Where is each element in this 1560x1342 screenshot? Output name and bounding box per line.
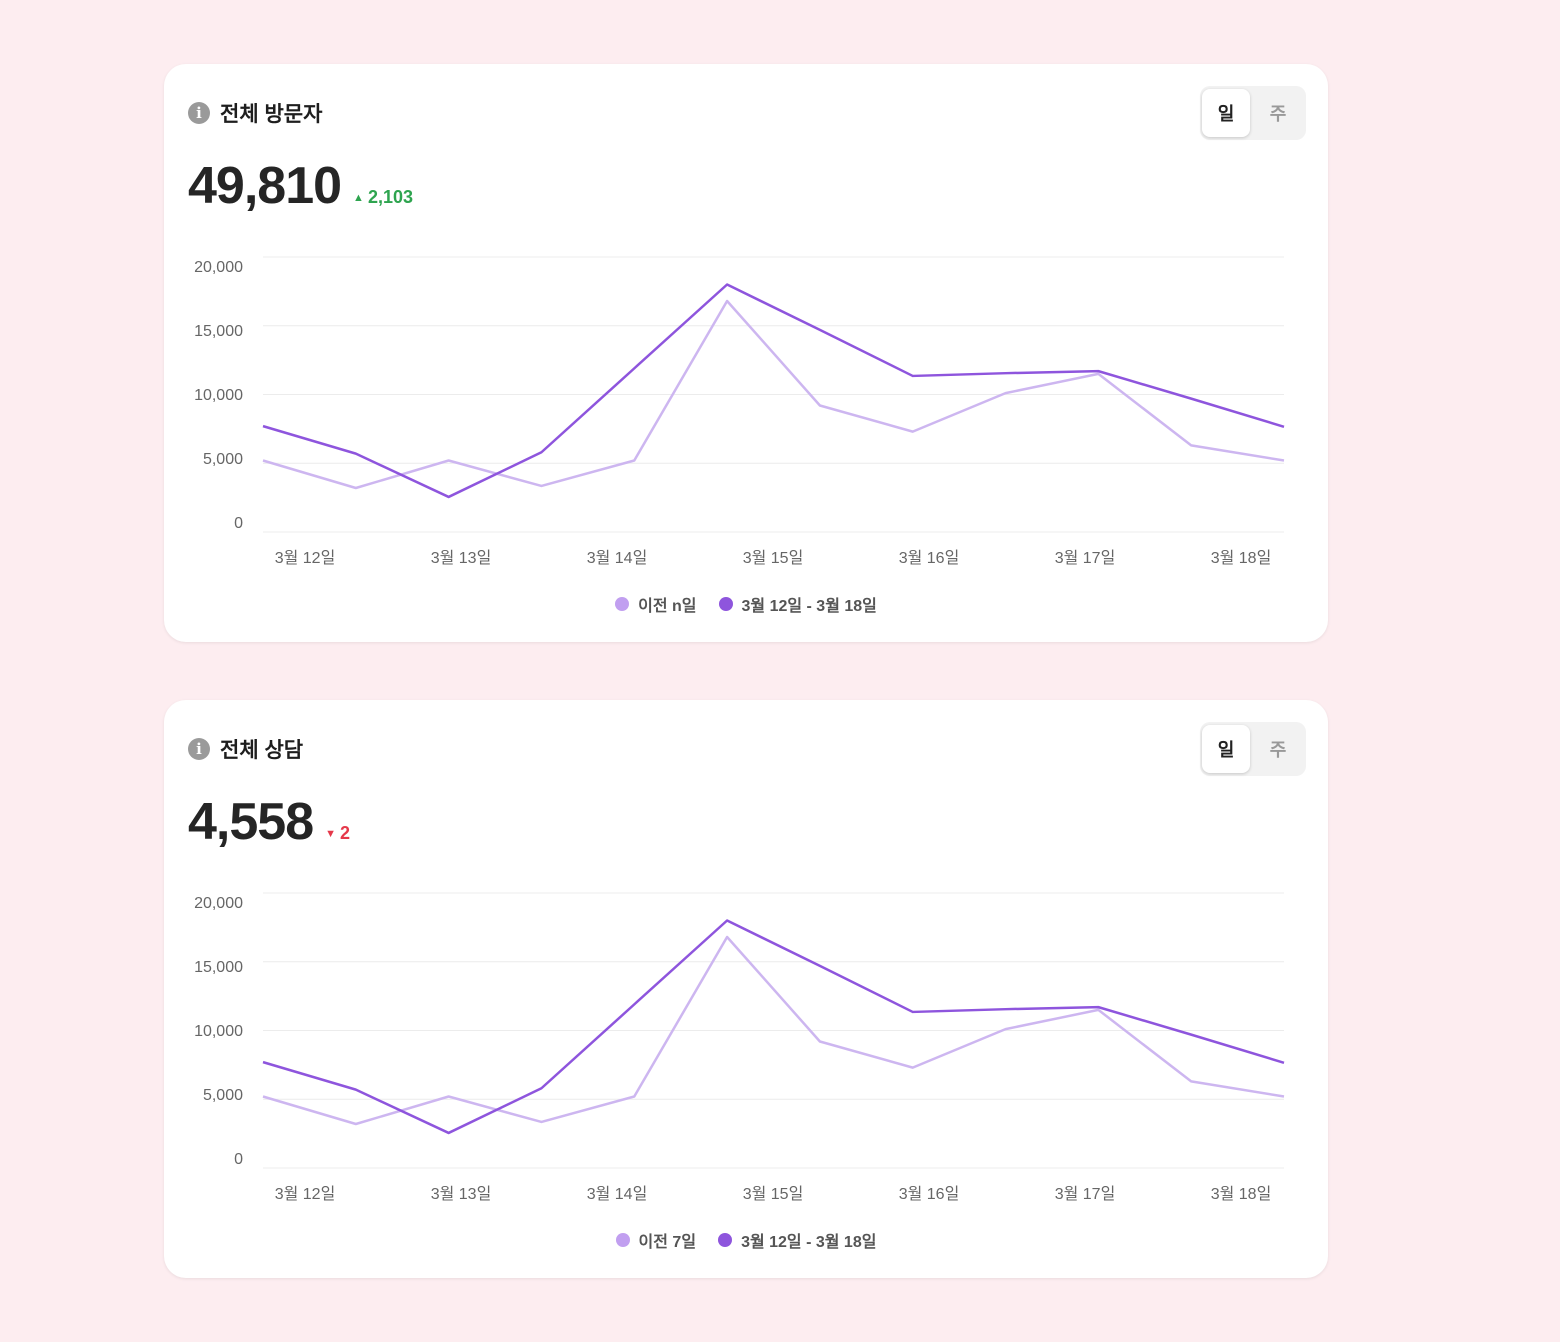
down-arrow-icon: ▼ xyxy=(325,828,337,840)
legend: 이전 7일 3월 12일 - 3월 18일 xyxy=(164,1228,1328,1252)
info-icon[interactable]: i xyxy=(188,102,210,124)
series-line-current xyxy=(262,283,1285,499)
delta-value: 2,103 xyxy=(367,187,413,207)
delta-value: 2 xyxy=(340,823,351,843)
legend-dot xyxy=(615,597,630,611)
x-tick-label: 3월 15일 xyxy=(743,1185,804,1203)
legend-previous[interactable]: 이전 7일 xyxy=(615,1228,697,1252)
legend-dot xyxy=(615,1233,630,1247)
y-tick-label: 10,000 xyxy=(194,1023,243,1040)
legend-label: 3월 12일 - 3월 18일 xyxy=(741,598,877,615)
delta-badge: ▲ 2,103 xyxy=(353,187,413,208)
x-tick-label: 3월 17일 xyxy=(1055,1185,1116,1203)
y-tick-label: 0 xyxy=(234,515,243,532)
x-tick-label: 3월 18일 xyxy=(1211,1185,1272,1203)
x-tick-label: 3월 12일 xyxy=(275,1185,336,1203)
legend-current[interactable]: 3월 12일 - 3월 18일 xyxy=(718,1228,876,1252)
toggle-day[interactable]: 일 xyxy=(1202,89,1250,137)
x-tick-label: 3월 17일 xyxy=(1055,549,1116,567)
line-chart: 20,000 15,000 10,000 5,000 0 3월 12일 3월 13일 3월 1… xyxy=(194,892,1285,1203)
consultations-card: i 전체 상담 일 주 4,558 ▼ 2 20,000 15,000 10,000 5,0… xyxy=(164,700,1328,1278)
x-tick-label: 3월 16일 xyxy=(899,549,960,567)
y-tick-label: 20,000 xyxy=(194,259,243,276)
legend-dot xyxy=(718,597,733,611)
visitors-card: i 전체 방문자 일 주 49,810 ▲ 2,103 20,000 15,000 10,… xyxy=(164,64,1328,642)
x-tick-label: 3월 13일 xyxy=(431,549,492,567)
series-line-previous xyxy=(262,299,1285,490)
x-tick-label: 3월 18일 xyxy=(1211,549,1272,567)
delta-badge: ▼ 2 xyxy=(325,823,350,844)
legend-label: 3월 12일 - 3월 18일 xyxy=(741,1234,877,1251)
info-icon[interactable]: i xyxy=(188,738,210,760)
total-value: 4,558 xyxy=(188,793,314,851)
y-tick-label: 15,000 xyxy=(194,323,243,340)
legend: 이전 n일 3월 12일 - 3월 18일 xyxy=(164,592,1328,616)
legend-current[interactable]: 3월 12일 - 3월 18일 xyxy=(718,592,877,616)
y-tick-label: 20,000 xyxy=(194,895,243,912)
legend-previous[interactable]: 이전 n일 xyxy=(615,592,697,616)
series-line-previous xyxy=(262,935,1285,1126)
legend-label: 이전 n일 xyxy=(638,598,697,615)
line-chart: 20,000 15,000 10,000 5,000 0 3월 12일 3월 13일 3월 1… xyxy=(194,256,1285,567)
up-arrow-icon: ▲ xyxy=(353,192,364,204)
series-line-current xyxy=(262,919,1285,1135)
total-value: 49,810 xyxy=(188,157,342,215)
toggle-week[interactable]: 주 xyxy=(1269,740,1287,760)
legend-dot xyxy=(718,1233,733,1247)
y-tick-label: 5,000 xyxy=(203,451,243,468)
x-tick-label: 3월 12일 xyxy=(275,549,336,567)
toggle-week[interactable]: 주 xyxy=(1269,104,1287,124)
toggle-day[interactable]: 일 xyxy=(1202,725,1250,773)
card-title-text: 전체 방문자 xyxy=(220,103,323,126)
x-tick-label: 3월 14일 xyxy=(587,1185,648,1203)
x-tick-label: 3월 13일 xyxy=(431,1185,492,1203)
y-tick-label: 5,000 xyxy=(203,1087,243,1104)
card-title: i 전체 방문자 xyxy=(188,98,322,128)
card-title: i 전체 상담 xyxy=(188,734,303,764)
y-tick-label: 15,000 xyxy=(194,959,243,976)
period-toggle: 일 주 xyxy=(1200,722,1306,776)
x-tick-label: 3월 14일 xyxy=(587,549,648,567)
period-toggle: 일 주 xyxy=(1200,86,1306,140)
legend-label: 이전 7일 xyxy=(638,1234,697,1251)
x-tick-label: 3월 15일 xyxy=(743,549,804,567)
y-tick-label: 10,000 xyxy=(194,387,243,404)
x-tick-label: 3월 16일 xyxy=(899,1185,960,1203)
y-tick-label: 0 xyxy=(234,1151,243,1168)
card-title-text: 전체 상담 xyxy=(220,739,304,762)
